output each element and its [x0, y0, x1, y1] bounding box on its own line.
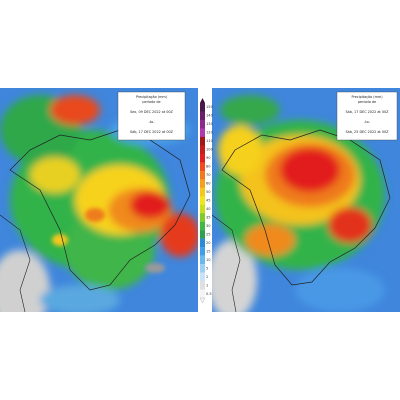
- colorbar-swatch: [200, 187, 205, 197]
- colorbar-label: 30: [206, 224, 211, 228]
- colorbar-label: 20: [206, 241, 211, 245]
- colorbar-label: 80: [206, 165, 211, 169]
- colorbar-swatch: [200, 230, 205, 239]
- legend-right: Precipitação (mm) período de Sáb, 17 DEC…: [336, 91, 398, 141]
- colorbar-label: 110: [206, 139, 214, 143]
- colorbar-label: 10: [206, 258, 211, 262]
- colorbar-swatch: [200, 136, 205, 146]
- colorbar-swatch: [200, 119, 205, 129]
- colorbar-label: 70: [206, 173, 211, 177]
- colorbar-label: 1: [206, 283, 208, 287]
- colorbar-label: 25: [206, 232, 211, 236]
- colorbar-swatch: [200, 153, 205, 163]
- colorbar-label: 0.5: [206, 292, 212, 296]
- legend-end: Sáb, 17 DEC 2022 at 00Z: [130, 130, 174, 134]
- colorbar-bottom: [199, 297, 206, 304]
- legend-subtitle: período de: [358, 100, 376, 104]
- colorbar-swatch: [200, 213, 205, 222]
- colorbar-swatch: [200, 204, 205, 214]
- colorbar-label: 50: [206, 190, 211, 194]
- colorbar-swatch: [200, 281, 205, 290]
- colorbar-swatch: [200, 221, 205, 231]
- colorbar-label: 90: [206, 156, 211, 160]
- colorbar-swatch: [200, 111, 205, 121]
- legend-left: Precipitação (mm) período de Sex, 09 DEC…: [117, 91, 186, 141]
- legend-title: Precipitação (mm): [351, 95, 383, 99]
- colorbar-top: [200, 98, 205, 103]
- colorbar-label: 2: [206, 275, 208, 279]
- colorbar-swatch: [200, 170, 205, 180]
- colorbar-label: 45: [206, 199, 211, 203]
- colorbar-label: 40: [206, 207, 211, 211]
- colorbar-swatch: [200, 196, 205, 205]
- colorbar-swatch: [200, 162, 205, 172]
- colorbar-swatch: [200, 264, 205, 273]
- legend-separator: -to-: [149, 120, 156, 124]
- legend-start: Sáb, 17 DEC 2022 at 00Z: [346, 110, 390, 114]
- colorbar-label: 15: [206, 249, 211, 253]
- legend-subtitle: período de: [142, 100, 160, 104]
- colorbar-label: 60: [206, 182, 211, 186]
- colorbar-swatch: [200, 179, 205, 188]
- colorbar: 1501401301201101009080706050454035302520…: [199, 98, 214, 304]
- legend-separator: -to-: [364, 120, 371, 124]
- map-right: [212, 88, 400, 312]
- colorbar-swatch: [200, 247, 205, 256]
- colorbar-label: 100: [206, 148, 214, 152]
- colorbar-label: 130: [206, 122, 214, 126]
- legend-title: Precipitação (mm): [136, 95, 168, 99]
- colorbar-label: 120: [206, 131, 214, 135]
- colorbar-label: 5: [206, 266, 208, 270]
- legend-start: Sex, 09 DEC 2022 at 00Z: [130, 110, 173, 114]
- colorbar-swatch: [200, 272, 205, 282]
- colorbar-swatch: [200, 255, 205, 265]
- colorbar-label: 35: [206, 215, 211, 219]
- colorbar-label: 140: [206, 114, 214, 118]
- colorbar-swatch: [200, 145, 205, 155]
- colorbar-swatch: [200, 103, 205, 112]
- colorbar-swatch: [200, 238, 205, 248]
- colorbar-swatch: [200, 128, 205, 138]
- legend-end: Sáb, 25 DEC 2022 at 00Z: [346, 130, 390, 134]
- colorbar-swatch: [200, 289, 205, 299]
- colorbar-label: 150: [206, 105, 214, 109]
